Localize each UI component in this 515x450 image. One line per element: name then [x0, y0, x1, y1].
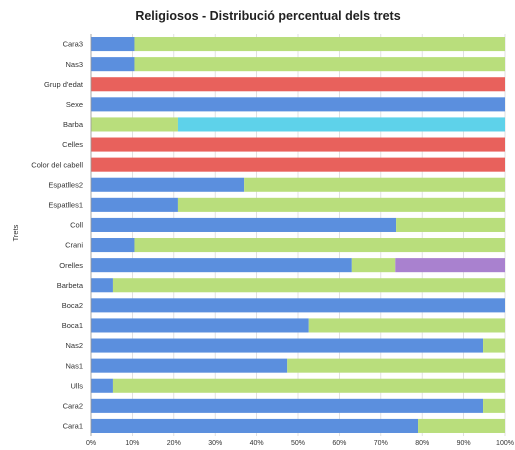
- x-tick-label: 40%: [250, 440, 264, 447]
- bar-row: [91, 197, 505, 212]
- x-tick-label: 60%: [332, 440, 346, 447]
- bar-segment: [91, 57, 135, 72]
- bar-segment: [112, 278, 505, 293]
- category-label: Boca1: [62, 321, 83, 330]
- bar-segment: [91, 358, 288, 373]
- category-label: Espatlles2: [48, 180, 83, 189]
- category-label: Color del cabell: [31, 160, 83, 169]
- bar-row: [91, 57, 505, 72]
- category-label: Cara1: [63, 422, 83, 431]
- bar-row: [91, 137, 505, 152]
- y-axis-label: Trets: [11, 224, 20, 241]
- gridlines: [90, 34, 506, 436]
- x-tick-label: 20%: [167, 440, 181, 447]
- bar-row: [91, 318, 505, 333]
- category-label: Celles: [62, 140, 83, 149]
- bar-segment: [91, 278, 113, 293]
- bar-segment: [91, 197, 178, 212]
- bar-row: [91, 97, 505, 112]
- bar-segment: [287, 358, 505, 373]
- bar-row: [91, 298, 505, 313]
- bar-segment: [396, 217, 505, 232]
- bar-segment: [395, 258, 505, 273]
- bar-segment: [91, 418, 419, 433]
- bars: [91, 37, 505, 433]
- bar-segment: [91, 177, 245, 192]
- category-label: Grup d'edat: [44, 80, 84, 89]
- bar-segment: [134, 37, 505, 52]
- chart-title: Religiosos - Distribució percentual dels…: [135, 9, 400, 23]
- category-label: Nas2: [65, 341, 83, 350]
- bar-row: [91, 358, 505, 373]
- category-label: Cara3: [63, 40, 83, 49]
- bar-segment: [91, 338, 484, 353]
- bar-segment: [91, 398, 484, 413]
- bar-segment: [177, 117, 505, 132]
- bar-segment: [91, 77, 505, 92]
- category-labels: Cara3 Nas3 Grup d'edat Sexe Barba Celles Color…: [31, 40, 84, 431]
- bar-row: [91, 258, 505, 273]
- bar-row: [91, 157, 505, 172]
- category-label: Coll: [70, 221, 83, 230]
- bar-segment: [112, 378, 505, 393]
- x-tick-labels: 0% 10% 20% 30% 40% 50% 60% 70% 80% 90% 100%: [86, 440, 514, 447]
- bar-row: [91, 117, 505, 132]
- category-label: Crani: [65, 241, 83, 250]
- bar-segment: [91, 378, 113, 393]
- category-label: Nas1: [65, 361, 83, 370]
- category-label: Espatlles1: [48, 200, 83, 209]
- category-label: Barba: [63, 120, 84, 129]
- x-tick-label: 80%: [415, 440, 429, 447]
- bar-row: [91, 217, 505, 232]
- bar-segment: [351, 258, 396, 273]
- bar-segment: [91, 117, 178, 132]
- bar-segment: [91, 217, 397, 232]
- bar-segment: [308, 318, 505, 333]
- bar-row: [91, 177, 505, 192]
- bar-segment: [91, 37, 135, 52]
- bar-segment: [177, 197, 505, 212]
- bar-segment: [244, 177, 505, 192]
- bar-segment: [483, 398, 505, 413]
- category-label: Boca2: [62, 301, 83, 310]
- bar-segment: [91, 137, 505, 152]
- x-tick-label: 50%: [291, 440, 305, 447]
- bar-row: [91, 398, 505, 413]
- bar-row: [91, 278, 505, 293]
- category-label: Barbeta: [57, 281, 84, 290]
- category-label: Orelles: [59, 261, 83, 270]
- x-tick-label: 100%: [496, 440, 514, 447]
- bar-row: [91, 418, 505, 433]
- x-tick-label: 30%: [208, 440, 222, 447]
- bar-segment: [483, 338, 505, 353]
- bar-segment: [91, 258, 352, 273]
- bar-segment: [91, 97, 505, 112]
- category-label: Nas3: [65, 60, 83, 69]
- bar-segment: [134, 238, 505, 253]
- x-tick-label: 90%: [457, 440, 471, 447]
- bar-row: [91, 378, 505, 393]
- x-tick-label: 10%: [125, 440, 139, 447]
- bar-segment: [91, 238, 135, 253]
- bar-segment: [134, 57, 505, 72]
- x-tick-label: 70%: [374, 440, 388, 447]
- bar-segment: [91, 157, 505, 172]
- bar-row: [91, 338, 505, 353]
- bar-row: [91, 77, 505, 92]
- x-tick-label: 0%: [86, 440, 96, 447]
- category-label: Ulls: [71, 381, 84, 390]
- category-label: Sexe: [66, 100, 83, 109]
- bar-row: [91, 37, 505, 52]
- bar-segment: [91, 298, 505, 313]
- bar-segment: [91, 318, 309, 333]
- bar-segment: [418, 418, 505, 433]
- category-label: Cara2: [63, 401, 83, 410]
- bar-row: [91, 238, 505, 253]
